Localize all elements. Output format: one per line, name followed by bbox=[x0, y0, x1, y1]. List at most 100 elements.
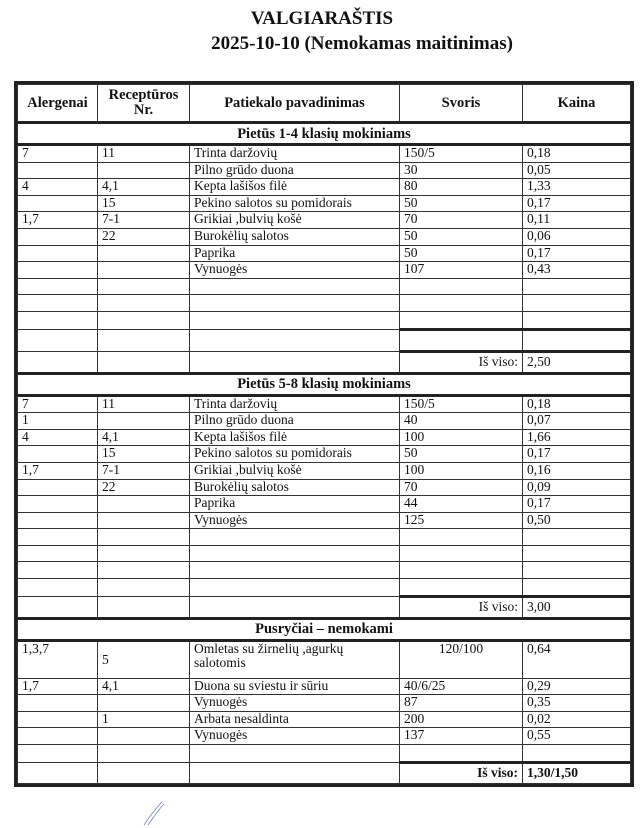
recipe-cell: 7-1 bbox=[97, 211, 190, 229]
recipe-cell: 22 bbox=[97, 227, 190, 246]
empty-cell bbox=[522, 277, 631, 296]
dish-cell: Pilno grūdo duona bbox=[189, 161, 400, 180]
price-cell: 0,11 bbox=[522, 211, 631, 229]
weight-cell: 70 bbox=[399, 478, 523, 497]
empty-cell bbox=[399, 310, 523, 330]
section-title: Pusryčiai – nemokami bbox=[17, 616, 631, 642]
empty-cell bbox=[522, 578, 631, 597]
empty-cell bbox=[399, 327, 523, 353]
weight-cell: 70 bbox=[399, 211, 523, 229]
table-row: 15 Pekino salotos su pomidorais 50 0,17 bbox=[17, 194, 631, 213]
table-row: 15 Pekino salotos su pomidorais 50 0,17 bbox=[17, 445, 631, 463]
price-cell: 0,43 bbox=[522, 261, 631, 279]
price-cell: 0,17 bbox=[522, 244, 631, 263]
empty-cell bbox=[399, 528, 523, 546]
table-row: Vynuogės 107 0,43 bbox=[17, 261, 631, 279]
empty-row bbox=[17, 544, 631, 563]
recipe-cell: 1 bbox=[97, 710, 190, 729]
total-row: Iš viso: 3,00 bbox=[17, 594, 631, 619]
empty-cell bbox=[97, 277, 190, 296]
recipe-cell: 11 bbox=[97, 394, 190, 414]
price-cell: 0,07 bbox=[522, 412, 631, 430]
dish-cell: Grikiai ,bulvių košė bbox=[189, 211, 400, 229]
dish-cell: Arbata nesaldinta bbox=[189, 710, 400, 729]
empty-cell bbox=[399, 578, 523, 597]
weight-cell: 137 bbox=[399, 727, 523, 746]
weight-cell: 50 bbox=[399, 445, 523, 463]
table-row: 1 Arbata nesaldinta 200 0,02 bbox=[17, 710, 631, 729]
empty-row bbox=[17, 744, 631, 763]
table-row: 7 11 Trinta daržovių 150/5 0,18 bbox=[17, 144, 631, 163]
section-header-row: Pietūs 1-4 klasių mokiniams bbox=[17, 121, 631, 146]
recipe-cell: 15 bbox=[97, 194, 190, 213]
table-row: 4 4,1 Kepta lašišos filė 100 1,66 bbox=[17, 428, 631, 447]
empty-cell bbox=[17, 595, 98, 619]
price-cell: 0,09 bbox=[522, 478, 631, 497]
dish-cell: Burokėlių salotos bbox=[189, 478, 400, 497]
empty-cell bbox=[522, 528, 631, 546]
allergens-cell bbox=[17, 445, 98, 463]
empty-cell bbox=[97, 310, 190, 330]
total-row: Iš viso: 2,50 bbox=[17, 349, 631, 374]
price-cell: 1,66 bbox=[522, 428, 631, 447]
allergens-cell: 1,3,7 bbox=[17, 639, 98, 679]
total-label: Iš viso: bbox=[399, 594, 523, 619]
total-value: 1,30/1,50 bbox=[522, 760, 631, 784]
weight-cell: 44 bbox=[399, 495, 523, 513]
col-weight: Svoris bbox=[399, 84, 523, 124]
allergens-cell bbox=[17, 261, 98, 279]
empty-cell bbox=[189, 328, 400, 352]
document-title: VALGIARAŠTIS bbox=[250, 8, 394, 29]
recipe-cell: 11 bbox=[97, 144, 190, 163]
empty-row bbox=[17, 277, 631, 296]
empty-cell bbox=[97, 561, 190, 580]
dish-cell: Duona su sviestu ir sūriu bbox=[189, 677, 400, 696]
empty-cell bbox=[189, 528, 400, 546]
allergens-cell bbox=[17, 511, 98, 530]
empty-cell bbox=[97, 528, 190, 546]
empty-cell bbox=[399, 744, 523, 763]
weight-cell: 30 bbox=[399, 161, 523, 180]
table-row: 4 4,1 Kepta lašišos filė 80 1,33 bbox=[17, 178, 631, 196]
table-row: 1,3,7 5 Omletas su žirnelių ,agurkų saloto… bbox=[17, 639, 631, 679]
dish-cell: Vynuogės bbox=[189, 511, 400, 530]
dish-cell: Pilno grūdo duona bbox=[189, 412, 400, 430]
table-row: Vynuogės 125 0,50 bbox=[17, 511, 631, 530]
recipe-cell bbox=[97, 244, 190, 263]
empty-cell bbox=[522, 310, 631, 330]
empty-cell bbox=[189, 561, 400, 580]
empty-cell bbox=[17, 277, 98, 296]
price-cell: 0,35 bbox=[522, 694, 631, 712]
allergens-cell bbox=[17, 244, 98, 263]
col-allergens: Alergenai bbox=[17, 84, 98, 124]
allergens-cell bbox=[17, 227, 98, 246]
weight-cell: 100 bbox=[399, 428, 523, 447]
col-price: Kaina bbox=[522, 84, 631, 124]
weight-cell: 50 bbox=[399, 244, 523, 263]
price-cell: 0,29 bbox=[522, 677, 631, 696]
dish-cell: Pekino salotos su pomidorais bbox=[189, 445, 400, 463]
allergens-cell: 7 bbox=[17, 394, 98, 414]
empty-cell bbox=[189, 277, 400, 296]
allergens-cell bbox=[17, 194, 98, 213]
allergens-cell: 1 bbox=[17, 412, 98, 430]
dish-cell: Vynuogės bbox=[189, 694, 400, 712]
weight-cell: 87 bbox=[399, 694, 523, 712]
recipe-cell bbox=[97, 412, 190, 430]
price-cell: 0,17 bbox=[522, 495, 631, 513]
empty-cell bbox=[17, 350, 98, 374]
empty-cell bbox=[189, 744, 400, 763]
allergens-cell bbox=[17, 495, 98, 513]
empty-cell bbox=[97, 761, 190, 784]
allergens-cell bbox=[17, 478, 98, 497]
recipe-cell: 7-1 bbox=[97, 461, 190, 480]
table-row: 1,7 4,1 Duona su sviestu ir sūriu 40/6/25 0,… bbox=[17, 677, 631, 696]
empty-row bbox=[17, 310, 631, 330]
dish-cell: Grikiai ,bulvių košė bbox=[189, 461, 400, 480]
recipe-cell bbox=[97, 694, 190, 712]
price-cell: 1,33 bbox=[522, 178, 631, 196]
empty-row bbox=[17, 294, 631, 312]
allergens-cell bbox=[17, 710, 98, 729]
table-row: 22 Burokėlių salotos 70 0,09 bbox=[17, 478, 631, 497]
empty-row bbox=[17, 578, 631, 597]
